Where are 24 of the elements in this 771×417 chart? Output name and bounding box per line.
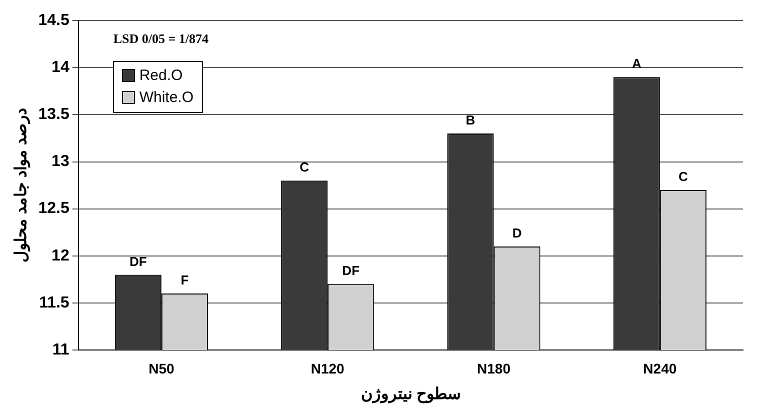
y-tick-label: 13 <box>52 153 70 170</box>
y-tick-label: 13.5 <box>38 106 70 124</box>
data-label: D <box>512 226 522 241</box>
y-tick-label: 11.5 <box>39 294 70 312</box>
y-tick-label: 14 <box>52 59 70 76</box>
x-tick-label: N50 <box>148 360 174 376</box>
annotation: LSD 0/05 = 1/874 <box>113 30 208 47</box>
data-label: F <box>180 272 189 288</box>
y-tick-label: 12.5 <box>38 200 70 218</box>
y-tick-label: 12 <box>52 247 70 264</box>
data-label: B <box>466 112 476 128</box>
legend-label: White.O <box>139 88 194 108</box>
x-axis-title: سطوح نیتروژن <box>360 386 460 404</box>
data-label: C <box>678 169 688 184</box>
x-tick-label: N180 <box>477 360 511 376</box>
data-label: C <box>300 160 310 175</box>
y-axis-title: درصد مواد جامد محلول <box>13 108 32 262</box>
x-tick-label: N240 <box>643 360 677 376</box>
x-tick-label: N120 <box>310 360 345 376</box>
y-tick-label: 14.5 <box>38 12 70 30</box>
y-tick-label: 11 <box>52 341 70 358</box>
data-label: DF <box>342 263 360 278</box>
data-label: DF <box>129 254 147 269</box>
legend-label: Red.O <box>139 66 183 86</box>
